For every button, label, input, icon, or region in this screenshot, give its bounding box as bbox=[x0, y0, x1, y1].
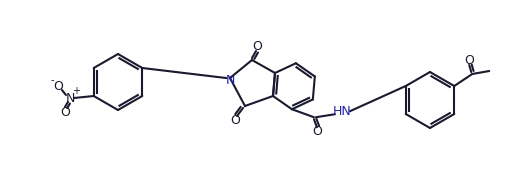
Text: N: N bbox=[65, 91, 75, 105]
Text: O: O bbox=[252, 40, 262, 53]
Text: +: + bbox=[72, 86, 80, 96]
Text: O: O bbox=[464, 53, 474, 67]
Text: O: O bbox=[230, 114, 240, 126]
Text: HN: HN bbox=[332, 105, 351, 118]
Text: N: N bbox=[225, 74, 235, 87]
Text: O: O bbox=[312, 125, 322, 138]
Text: -: - bbox=[50, 75, 54, 85]
Text: O: O bbox=[60, 105, 70, 119]
Text: O: O bbox=[53, 80, 63, 92]
